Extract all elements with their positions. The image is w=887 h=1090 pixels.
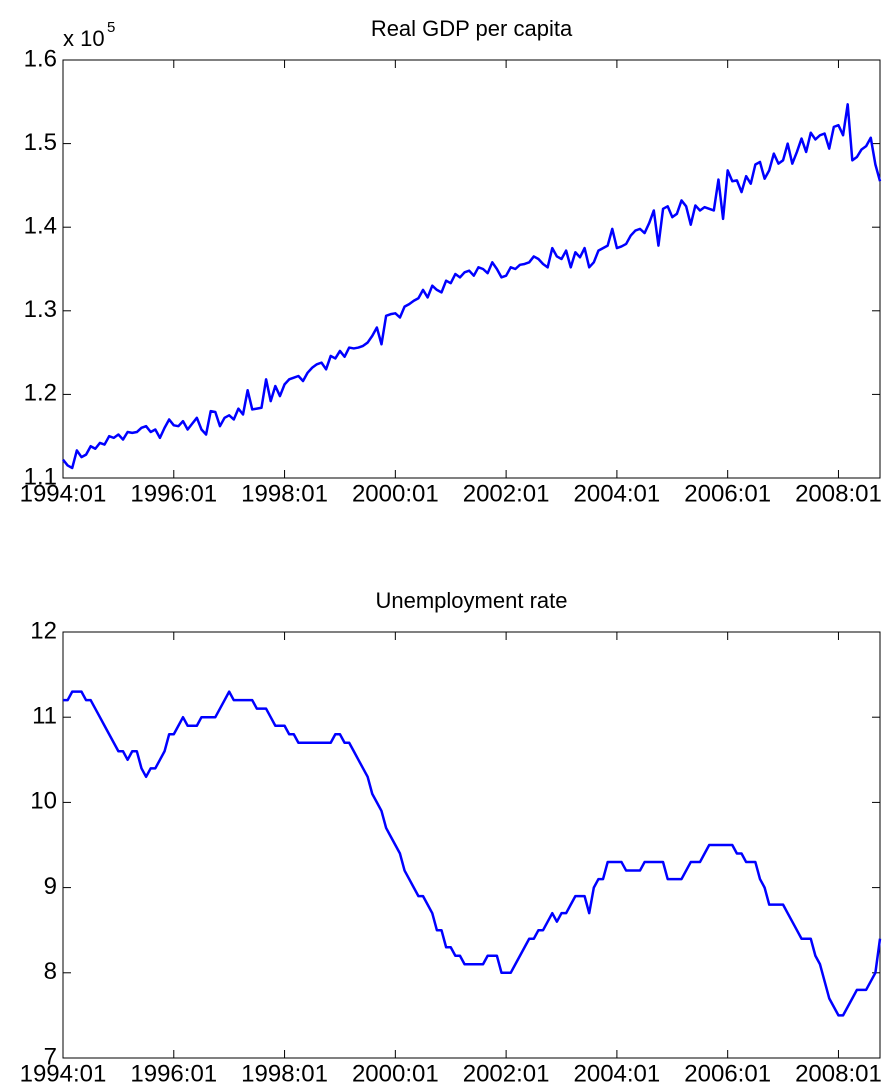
plot-area [62, 631, 881, 1059]
y-tick-label: 1.2 [24, 380, 57, 407]
x-tick-label: 1996:01 [130, 480, 217, 507]
x-tick-label: 2004:01 [574, 1060, 661, 1087]
scale-exponent: 5 [107, 19, 115, 36]
data-line [63, 690, 882, 1017]
data-line [62, 103, 882, 470]
x-tick-label: 2006:01 [684, 1060, 771, 1087]
y-tick-label: 1.3 [24, 296, 57, 323]
y-tick-label: 11 [32, 703, 57, 730]
y-tick-label: 8 [44, 958, 57, 985]
x-tick-label: 1996:01 [130, 1060, 217, 1087]
x-tick-label: 1994:01 [20, 1060, 107, 1087]
x-tick-label: 2002:01 [463, 1060, 550, 1087]
y-tick-label: 7 [44, 1043, 57, 1070]
x-tick-label: 1994:01 [20, 480, 107, 507]
x-tick-label: 2000:01 [352, 1060, 439, 1087]
y-tick-label: 1.6 [24, 45, 57, 72]
x-tick-label: 2002:01 [463, 480, 550, 507]
x-tick-label: 2000:01 [352, 480, 439, 507]
y-tick-label: 1.1 [24, 463, 57, 490]
x-tick-label: 2008:01 [795, 1060, 882, 1087]
scale-label: x 10 [63, 26, 105, 51]
chart-title: Unemployment rate [376, 588, 568, 613]
y-tick-label: 1.5 [24, 129, 57, 156]
y-tick-label: 1.4 [24, 213, 57, 240]
x-tick-label: 1998:01 [241, 480, 328, 507]
y-tick-label: 9 [44, 873, 57, 900]
y-tick-label: 12 [30, 617, 57, 644]
plot-area [62, 59, 881, 479]
x-tick-label: 2008:01 [795, 480, 882, 507]
y-tick-label: 10 [30, 788, 57, 815]
x-tick-label: 2006:01 [684, 480, 771, 507]
x-tick-label: 2004:01 [574, 480, 661, 507]
x-tick-label: 1998:01 [241, 1060, 328, 1087]
chart-title: Real GDP per capita [371, 16, 573, 41]
